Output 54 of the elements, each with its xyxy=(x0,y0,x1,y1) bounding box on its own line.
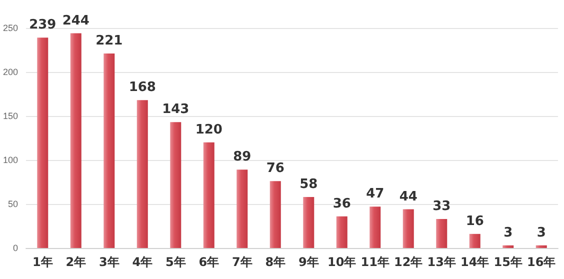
data-label: 58 xyxy=(300,176,318,192)
x-tick-label: 16年 xyxy=(527,255,556,269)
y-tick-label: 250 xyxy=(2,23,18,33)
bar xyxy=(436,218,448,248)
x-tick-label: 14年 xyxy=(460,255,490,269)
bar xyxy=(370,206,381,248)
data-label: 36 xyxy=(332,196,351,212)
bar xyxy=(270,181,281,248)
data-label: 47 xyxy=(366,186,384,202)
x-tick-label: 3年 xyxy=(98,255,120,269)
bar xyxy=(336,216,348,248)
y-tick-label: 150 xyxy=(2,111,18,121)
data-label: 239 xyxy=(29,18,56,33)
x-tick-label: 10年 xyxy=(328,255,356,269)
data-label: 76 xyxy=(266,161,284,176)
bar xyxy=(203,142,214,248)
data-label: 44 xyxy=(399,189,418,204)
x-tick-label: 11年 xyxy=(360,255,390,269)
bar xyxy=(170,122,182,248)
x-tick-label: 13年 xyxy=(427,255,456,269)
bar xyxy=(402,209,414,248)
y-tick-label: 0 xyxy=(13,243,18,253)
x-tick-label: 8年 xyxy=(265,255,286,269)
x-tick-label: 9年 xyxy=(298,255,319,269)
bar xyxy=(70,33,82,248)
bar xyxy=(502,245,514,248)
x-tick-label: 7年 xyxy=(232,255,252,269)
data-label: 89 xyxy=(233,150,252,165)
bar xyxy=(236,170,248,248)
data-label: 168 xyxy=(128,80,156,96)
x-tick-label: 12年 xyxy=(394,255,423,269)
bar xyxy=(136,100,148,248)
data-label: 3 xyxy=(536,225,546,240)
data-label: 120 xyxy=(195,122,222,138)
x-tick-label: 15年 xyxy=(494,255,522,269)
data-label: 221 xyxy=(96,34,123,49)
x-tick-label: 6年 xyxy=(198,255,220,269)
x-tick-label: 2年 xyxy=(66,255,86,269)
bar xyxy=(104,54,115,248)
data-label: 16 xyxy=(466,214,484,229)
y-tick-label: 50 xyxy=(8,199,18,209)
x-tick-label: 4年 xyxy=(132,255,153,269)
y-tick-label: 100 xyxy=(2,155,18,165)
data-label: 244 xyxy=(62,13,90,28)
y-tick-label: 200 xyxy=(2,67,18,77)
data-label: 143 xyxy=(162,102,190,118)
x-tick-label: 5年 xyxy=(165,255,186,269)
data-label: 33 xyxy=(432,198,451,214)
bar xyxy=(536,245,547,248)
bar xyxy=(469,234,480,248)
x-tick-label: 1年 xyxy=(32,255,53,269)
bar xyxy=(37,38,48,248)
data-label: 3 xyxy=(504,225,513,240)
bar xyxy=(303,196,314,248)
